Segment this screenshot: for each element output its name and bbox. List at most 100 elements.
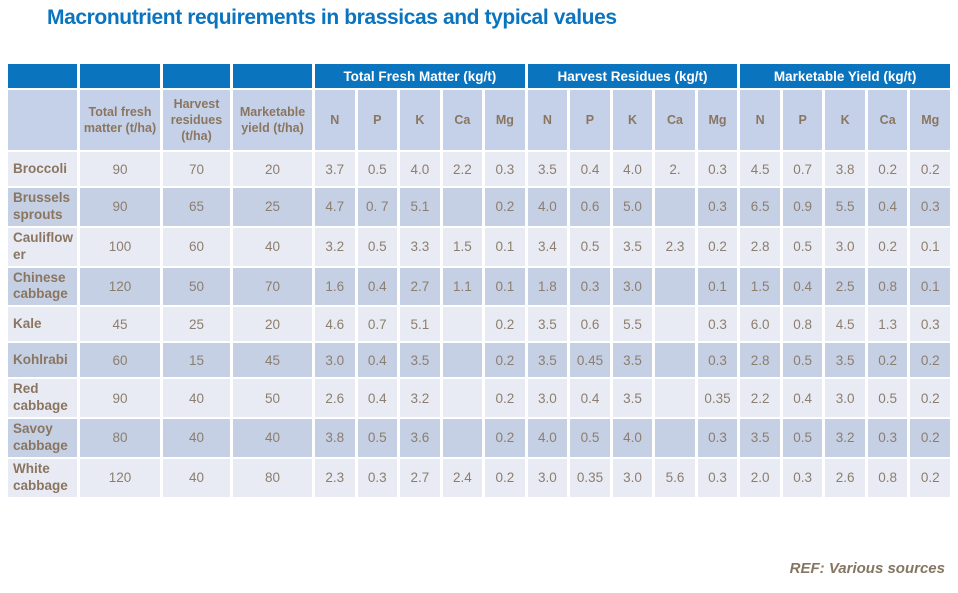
- data-cell: 40: [163, 458, 230, 497]
- group-header-blank: [163, 64, 230, 88]
- table-row: Kale 45 25 20 4.6 0.7 5.1 0.2 3.5 0.6 5.5 0.3 6.0 0.8…: [8, 307, 950, 342]
- data-cell: 0.4: [357, 379, 398, 417]
- data-cell: 0.1: [485, 227, 525, 266]
- table-row: Broccoli 90 70 20 3.7 0.5 4.0 2.2 0.3 3.5 0.4 4.0 2.…: [8, 152, 950, 186]
- data-cell: 0.2: [485, 379, 525, 417]
- data-cell: 0.3: [357, 458, 398, 497]
- group-header-row: Total Fresh Matter (kg/t) Harvest Residue…: [8, 64, 950, 88]
- data-cell: 1.8: [527, 267, 568, 306]
- data-cell: 0.5: [867, 379, 908, 417]
- data-cell: 3.2: [400, 379, 440, 417]
- data-cell: 0.4: [867, 188, 908, 226]
- data-cell: 0.4: [782, 267, 823, 306]
- table-row: Cauliflower 100 60 40 3.2 0.5 3.3 1.5 0.1 3.4 0.5 3…: [8, 227, 950, 266]
- data-cell: 5.1: [400, 188, 440, 226]
- data-cell: 2.8: [740, 227, 780, 266]
- data-cell: 3.6: [400, 419, 440, 457]
- row-label: Kohlrabi: [8, 343, 77, 378]
- data-cell: 80: [80, 419, 160, 457]
- data-cell: [442, 307, 483, 342]
- data-cell: 2.3: [655, 227, 695, 266]
- data-cell: [655, 267, 695, 306]
- data-cell: 0.3: [570, 267, 610, 306]
- data-cell: 0.3: [910, 188, 950, 226]
- data-cell: [442, 379, 483, 417]
- data-cell: [655, 379, 695, 417]
- data-cell: 0.2: [485, 307, 525, 342]
- data-cell: 3.5: [400, 343, 440, 378]
- sub-header-cell: P: [357, 90, 398, 150]
- data-cell: 0.6: [570, 307, 610, 342]
- data-cell: 70: [163, 152, 230, 186]
- macronutrient-table: Total Fresh Matter (kg/t) Harvest Residue…: [5, 62, 953, 499]
- data-cell: 65: [163, 188, 230, 226]
- data-cell: 5.5: [825, 188, 865, 226]
- data-cell: 1.5: [442, 227, 483, 266]
- data-cell: 4.7: [315, 188, 355, 226]
- group-header-2: Marketable Yield (kg/t): [740, 64, 950, 88]
- data-cell: 3.0: [527, 379, 568, 417]
- reference-note: REF: Various sources: [789, 560, 945, 577]
- table-row: Brussels sprouts 90 65 25 4.7 0. 7 5.1 0.2 4.0 0.…: [8, 188, 950, 226]
- data-cell: 2.3: [315, 458, 355, 497]
- data-cell: 0.5: [782, 227, 823, 266]
- data-cell: 0.45: [570, 343, 610, 378]
- row-label: Broccoli: [8, 152, 77, 186]
- data-cell: 15: [163, 343, 230, 378]
- data-cell: 80: [233, 458, 312, 497]
- sub-header-cell: Mg: [697, 90, 738, 150]
- data-cell: 2.0: [740, 458, 780, 497]
- data-cell: 70: [233, 267, 312, 306]
- data-cell: 0.3: [697, 419, 738, 457]
- data-cell: 0.5: [570, 227, 610, 266]
- group-header-blank: [233, 64, 312, 88]
- data-cell: 0.4: [570, 379, 610, 417]
- data-cell: 45: [80, 307, 160, 342]
- sub-header-cell: Ca: [655, 90, 695, 150]
- data-cell: 40: [163, 379, 230, 417]
- data-cell: 2.6: [825, 458, 865, 497]
- data-cell: 0.4: [357, 343, 398, 378]
- data-cell: 3.8: [315, 419, 355, 457]
- data-cell: 90: [80, 379, 160, 417]
- sub-header-cell: P: [570, 90, 610, 150]
- data-cell: 6.5: [740, 188, 780, 226]
- group-header-blank: [8, 64, 77, 88]
- data-cell: 3.4: [527, 227, 568, 266]
- data-cell: 3.5: [527, 152, 568, 186]
- data-cell: 3.0: [825, 379, 865, 417]
- data-cell: 2.4: [442, 458, 483, 497]
- data-cell: 0.2: [910, 458, 950, 497]
- table-head: Total Fresh Matter (kg/t) Harvest Residue…: [8, 64, 950, 150]
- data-cell: 20: [233, 307, 312, 342]
- data-cell: [655, 419, 695, 457]
- data-cell: 0.3: [697, 188, 738, 226]
- data-cell: 0.6: [570, 188, 610, 226]
- data-cell: 0.1: [485, 267, 525, 306]
- group-header-0: Total Fresh Matter (kg/t): [315, 64, 525, 88]
- data-cell: 3.0: [527, 458, 568, 497]
- row-label: Cauliflower: [8, 227, 77, 266]
- data-cell: 3.0: [612, 267, 653, 306]
- data-cell: 0.2: [867, 152, 908, 186]
- data-cell: 4.0: [527, 188, 568, 226]
- table-row: Kohlrabi 60 15 45 3.0 0.4 3.5 0.2 3.5 0.45 3.5 0.3 2…: [8, 343, 950, 378]
- table-row: Savoy cabbage 80 40 40 3.8 0.5 3.6 0.2 4.0 0.5 4.0…: [8, 419, 950, 457]
- data-cell: 5.6: [655, 458, 695, 497]
- row-label: Chinese cabbage: [8, 267, 77, 306]
- data-cell: [442, 343, 483, 378]
- data-cell: 3.3: [400, 227, 440, 266]
- data-cell: 3.5: [612, 379, 653, 417]
- data-cell: 0.8: [867, 267, 908, 306]
- data-cell: [655, 343, 695, 378]
- data-cell: 0.1: [910, 267, 950, 306]
- data-cell: 4.6: [315, 307, 355, 342]
- data-cell: 25: [233, 188, 312, 226]
- data-cell: 100: [80, 227, 160, 266]
- data-cell: 3.5: [740, 419, 780, 457]
- data-cell: 0.3: [697, 152, 738, 186]
- data-cell: 3.8: [825, 152, 865, 186]
- table-row: Chinese cabbage 120 50 70 1.6 0.4 2.7 1.1 0.1 1.8…: [8, 267, 950, 306]
- data-cell: 0.7: [357, 307, 398, 342]
- data-cell: 6.0: [740, 307, 780, 342]
